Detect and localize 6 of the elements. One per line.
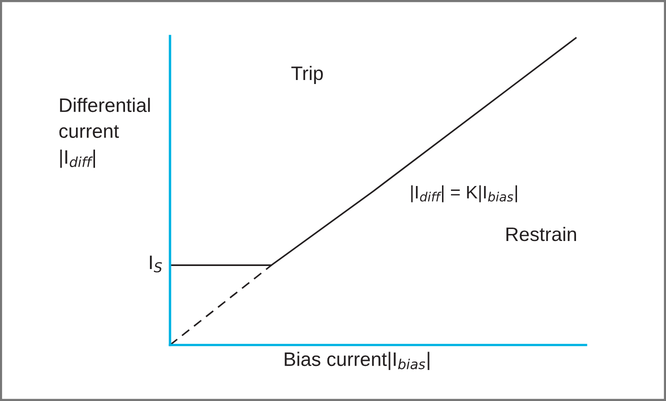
text: I$_{S}$ (150, 256, 162, 272)
annotation: Restrain (506, 226, 576, 242)
annotation: |I$_{diff}$| = K|I$_{bias}$| (411, 185, 518, 202)
y-axis-title: Differential current |I$_{diff}$| (59, 98, 150, 168)
x-axis-title: Bias current|I$_{bias}$| (284, 352, 430, 370)
annotation: Trip (291, 66, 323, 84)
